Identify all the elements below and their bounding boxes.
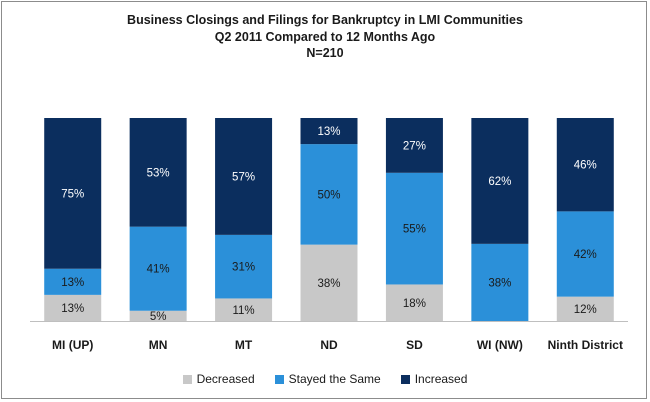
legend-swatch-increased — [400, 374, 410, 384]
data-label-wi-nw-stayed-the-same: 38% — [488, 277, 511, 289]
legend: Decreased Stayed the Same Increased — [0, 372, 650, 386]
bar-segment-mt-stayed-the-same — [215, 234, 273, 299]
data-label-ninth-district-decreased: 12% — [574, 304, 597, 316]
data-label-ninth-district-increased: 46% — [574, 160, 597, 172]
category-label-ninth-district: Ninth District — [548, 338, 623, 352]
bar-segment-sd-stayed-the-same — [385, 172, 443, 285]
bar-segment-mi-up-increased — [44, 118, 102, 269]
category-label-mi-up: MI (UP) — [52, 338, 93, 352]
data-label-ninth-district-stayed-the-same: 42% — [574, 249, 597, 261]
bar-segment-wi-nw-increased — [471, 118, 529, 244]
legend-label-stayed-the-same: Stayed the Same — [288, 372, 381, 386]
bar-segment-sd-increased — [385, 118, 443, 173]
data-label-nd-decreased: 38% — [317, 278, 340, 290]
data-label-mi-up-decreased: 13% — [61, 303, 84, 315]
legend-label-decreased: Decreased — [196, 372, 255, 386]
bar-segment-sd-decreased — [385, 284, 443, 321]
bar-segment-mi-up-decreased — [44, 294, 102, 321]
data-label-mt-increased: 57% — [232, 171, 255, 183]
bar-segment-mn-increased — [129, 118, 187, 227]
data-label-mn-increased: 53% — [147, 167, 170, 179]
bar-segment-wi-nw-stayed-the-same — [471, 243, 529, 321]
chart-title-line-2: Q2 2011 Compared to 12 Months Ago — [214, 29, 436, 44]
chart-title-line-1: Business Closings and Filings for Bankru… — [127, 13, 523, 27]
data-label-mt-stayed-the-same: 31% — [232, 262, 255, 274]
chart-title: Business Closings and Filings for Bankru… — [0, 12, 650, 62]
bar-segment-mn-decreased — [129, 310, 187, 321]
bar-segment-ninth-district-decreased — [556, 296, 614, 321]
data-label-mn-stayed-the-same: 41% — [147, 264, 170, 276]
category-label-mt: MT — [235, 338, 253, 352]
data-label-nd-increased: 13% — [317, 126, 340, 138]
legend-label-increased: Increased — [414, 372, 468, 386]
data-label-nd-stayed-the-same: 50% — [317, 189, 340, 201]
legend-item-stayed-the-same: Stayed the Same — [274, 372, 381, 386]
chart-title-line-3: N=210 — [306, 46, 344, 60]
bar-segment-mt-increased — [215, 118, 273, 235]
category-label-nd: ND — [320, 338, 338, 352]
legend-swatch-stayed-the-same — [274, 374, 284, 384]
data-label-wi-nw-increased: 62% — [488, 176, 511, 188]
bar-segment-mi-up-stayed-the-same — [44, 268, 102, 295]
data-label-mn-decreased: 5% — [150, 311, 167, 323]
legend-swatch-decreased — [182, 374, 192, 384]
category-label-sd: SD — [406, 338, 423, 352]
category-label-wi-nw: WI (NW) — [477, 338, 523, 352]
bar-segment-nd-stayed-the-same — [300, 144, 358, 245]
data-label-mi-up-increased: 75% — [61, 188, 84, 200]
data-label-mi-up-stayed-the-same: 13% — [61, 277, 84, 289]
legend-item-decreased: Decreased — [182, 372, 255, 386]
data-label-sd-increased: 27% — [403, 140, 426, 152]
bar-segment-nd-increased — [300, 118, 358, 145]
data-label-mt-decreased: 11% — [232, 305, 254, 317]
bar-segment-mt-decreased — [215, 298, 273, 321]
category-label-mn: MN — [149, 338, 168, 352]
bar-segment-ninth-district-increased — [556, 118, 614, 212]
bar-segment-nd-decreased — [300, 244, 358, 321]
data-label-sd-decreased: 18% — [403, 298, 426, 310]
legend-item-increased: Increased — [400, 372, 468, 386]
bar-segment-mn-stayed-the-same — [129, 226, 187, 311]
data-label-sd-stayed-the-same: 55% — [403, 224, 426, 236]
bar-segment-ninth-district-stayed-the-same — [556, 211, 614, 297]
